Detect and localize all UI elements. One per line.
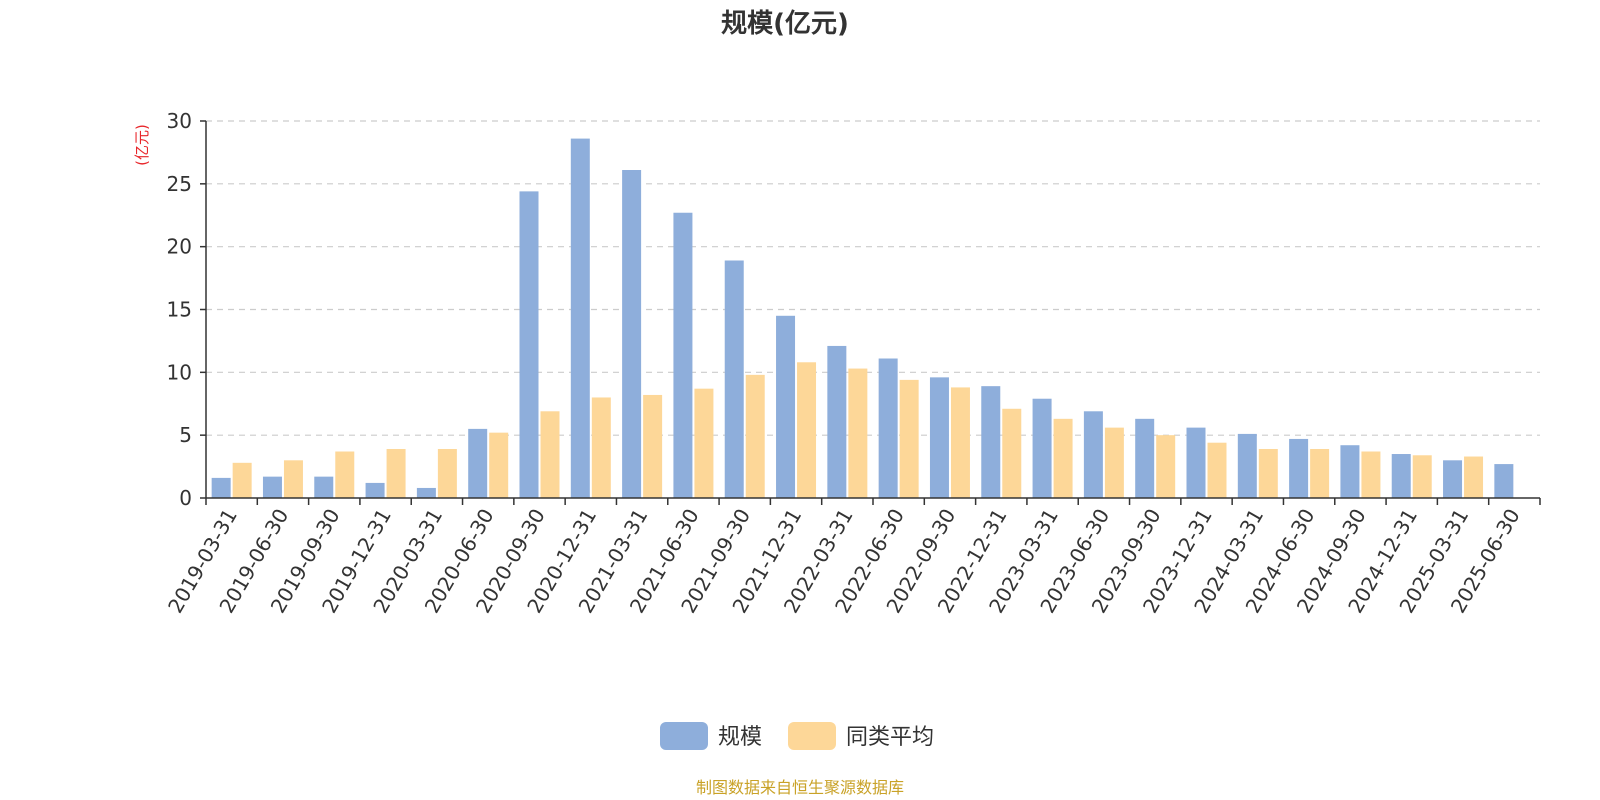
bar-1-8[interactable] xyxy=(643,394,663,498)
legend-item-1[interactable]: 同类平均 xyxy=(788,722,934,750)
bar-0-8[interactable] xyxy=(622,170,642,498)
bar-1-17[interactable] xyxy=(1104,427,1124,498)
y-tick-label-1: 5 xyxy=(179,423,192,447)
bar-1-16[interactable] xyxy=(1053,418,1073,498)
chart-title: 规模(亿元) xyxy=(721,9,849,39)
bar-1-11[interactable] xyxy=(797,362,817,498)
bars xyxy=(211,138,1514,499)
bar-0-11[interactable] xyxy=(776,315,796,498)
bar-0-10[interactable] xyxy=(724,260,744,498)
bar-0-3[interactable] xyxy=(365,482,385,498)
y-tick-label-0: 0 xyxy=(179,486,192,510)
grid-lines xyxy=(206,120,1540,436)
y-tick-labels: 0 5 10 15 20 25 30 xyxy=(167,109,192,510)
bar-0-2[interactable] xyxy=(314,476,334,498)
bar-0-5[interactable] xyxy=(468,428,488,498)
bar-0-19[interactable] xyxy=(1186,427,1206,498)
legend-label-0: 规模 xyxy=(718,725,762,750)
y-tick-label-2: 10 xyxy=(167,360,192,384)
bar-1-10[interactable] xyxy=(745,374,765,498)
bar-1-6[interactable] xyxy=(540,411,560,498)
bar-1-1[interactable] xyxy=(283,460,303,498)
bar-0-9[interactable] xyxy=(673,212,693,498)
bar-1-23[interactable] xyxy=(1412,455,1432,498)
bar-1-19[interactable] xyxy=(1207,442,1227,498)
bar-1-3[interactable] xyxy=(386,448,406,498)
y-tick-label-3: 15 xyxy=(167,298,192,322)
bar-0-23[interactable] xyxy=(1391,454,1411,498)
bar-0-22[interactable] xyxy=(1340,445,1360,498)
legend-item-0[interactable]: 规模 xyxy=(660,722,762,750)
source-note: 制图数据来自恒生聚源数据库 xyxy=(696,778,904,797)
y-tick-label-4: 20 xyxy=(167,235,192,259)
bar-0-18[interactable] xyxy=(1135,418,1155,498)
bar-1-20[interactable] xyxy=(1258,448,1278,498)
bar-0-4[interactable] xyxy=(416,487,436,498)
bar-1-5[interactable] xyxy=(489,432,509,498)
bar-1-7[interactable] xyxy=(591,397,611,498)
bar-0-13[interactable] xyxy=(878,358,898,498)
y-axis-unit-label: (亿元) xyxy=(133,124,151,166)
bar-0-7[interactable] xyxy=(570,138,590,499)
bar-0-21[interactable] xyxy=(1289,438,1309,498)
bar-0-17[interactable] xyxy=(1083,411,1103,498)
bar-0-25[interactable] xyxy=(1494,464,1514,498)
bar-0-16[interactable] xyxy=(1032,398,1052,498)
x-tick-labels: 2019-03-312019-06-302019-09-302019-12-31… xyxy=(163,505,1525,618)
bar-1-4[interactable] xyxy=(437,448,457,498)
legend-swatch-1 xyxy=(788,722,836,750)
bar-0-15[interactable] xyxy=(981,386,1001,498)
bar-0-12[interactable] xyxy=(827,345,847,498)
bar-1-14[interactable] xyxy=(950,387,970,498)
axes xyxy=(200,120,1541,505)
bar-0-24[interactable] xyxy=(1443,460,1463,498)
y-tick-label-6: 30 xyxy=(167,109,192,133)
bar-1-15[interactable] xyxy=(1002,408,1022,498)
bar-1-2[interactable] xyxy=(335,451,355,498)
bar-0-0[interactable] xyxy=(211,477,231,498)
legend: 规模 同类平均 xyxy=(660,722,934,750)
legend-label-1: 同类平均 xyxy=(846,725,934,750)
bar-1-0[interactable] xyxy=(232,462,252,498)
bar-1-22[interactable] xyxy=(1361,451,1381,498)
bar-1-18[interactable] xyxy=(1156,435,1176,498)
bar-1-24[interactable] xyxy=(1464,456,1484,498)
bar-1-13[interactable] xyxy=(899,379,919,498)
bar-1-9[interactable] xyxy=(694,388,714,498)
bar-0-6[interactable] xyxy=(519,191,539,498)
bar-0-14[interactable] xyxy=(929,377,949,498)
bar-1-12[interactable] xyxy=(848,368,868,498)
bar-0-20[interactable] xyxy=(1237,433,1257,498)
legend-swatch-0 xyxy=(660,722,708,750)
bar-0-1[interactable] xyxy=(262,476,282,498)
bar-1-21[interactable] xyxy=(1310,448,1330,498)
y-tick-label-5: 25 xyxy=(167,172,192,196)
